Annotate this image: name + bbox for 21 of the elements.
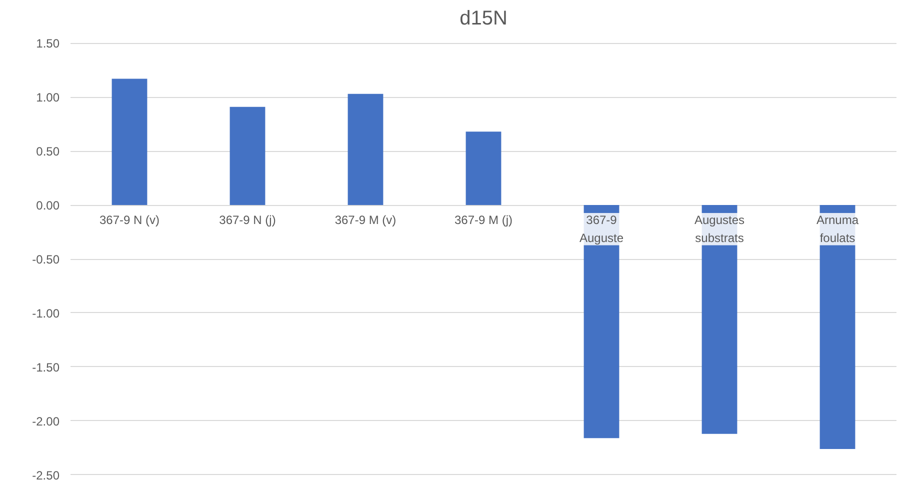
y-tick-label: 0.00 [36, 198, 60, 213]
bar [466, 132, 502, 206]
x-tick-label: Augustes substrats [694, 213, 745, 246]
x-tick-label: 367-9 M (v) [334, 213, 396, 228]
y-tick-label: -2.00 [32, 414, 60, 428]
bar [112, 78, 148, 206]
y-tick-label: -0.50 [32, 252, 60, 266]
y-tick-label: -1.50 [32, 360, 60, 374]
y-tick-label: -1.00 [32, 306, 60, 320]
x-tick-label: Arnuma foulats [816, 213, 859, 246]
y-tick-label: 1.50 [36, 36, 60, 51]
y-tick-label: 1.00 [36, 90, 60, 105]
y-tick-label: -2.50 [32, 468, 60, 482]
chart-title: d15N [460, 8, 508, 30]
x-tick-label: 367-9 N (j) [219, 213, 276, 228]
bar [348, 94, 384, 206]
x-tick-label: 367-9 M (j) [454, 213, 513, 228]
x-tick-label: 367-9 Auguste [579, 213, 624, 246]
x-tick-label: 367-9 N (v) [99, 213, 160, 228]
bar [230, 106, 266, 206]
y-tick-label: 0.50 [36, 144, 60, 159]
